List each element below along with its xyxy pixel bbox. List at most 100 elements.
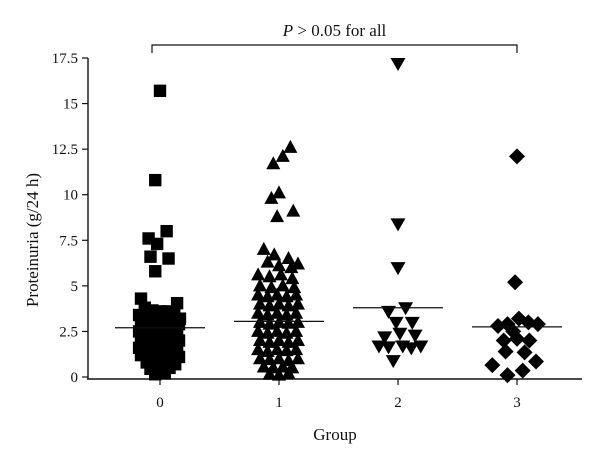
x-tick-label: 1 xyxy=(275,395,283,411)
data-point-group-2 xyxy=(398,302,414,316)
data-point-group-2 xyxy=(388,316,404,330)
data-point-group-1 xyxy=(272,185,286,199)
data-point-group-2 xyxy=(381,341,396,355)
data-point-group-1 xyxy=(289,323,304,337)
data-point-group-1 xyxy=(289,287,304,301)
data-point-group-0 xyxy=(149,173,162,187)
data-point-group-3 xyxy=(499,367,516,384)
y-tick-label: 10 xyxy=(63,188,78,204)
y-tick-label: 12.5 xyxy=(52,142,78,158)
data-point-group-2 xyxy=(407,329,423,343)
data-point-group-2 xyxy=(413,340,429,354)
data-point-group-1 xyxy=(291,351,305,365)
data-point-group-1 xyxy=(281,365,296,379)
data-point-group-0 xyxy=(153,84,167,98)
data-point-group-1 xyxy=(289,305,304,319)
data-point-group-1 xyxy=(284,260,299,274)
data-point-group-1 xyxy=(264,190,279,204)
data-point-group-1 xyxy=(270,209,285,223)
data-points xyxy=(132,57,546,384)
y-tick-label: 5 xyxy=(71,279,79,295)
y-tick-label: 17.5 xyxy=(52,51,78,67)
data-point-group-1 xyxy=(286,203,301,217)
y-tick-label: 0 xyxy=(71,370,79,386)
data-point-group-1 xyxy=(251,323,266,337)
data-point-group-0 xyxy=(149,368,162,381)
data-point-group-1 xyxy=(253,296,267,310)
data-point-group-1 xyxy=(256,241,271,255)
data-point-group-3 xyxy=(528,353,544,370)
data-point-group-1 xyxy=(281,315,296,329)
significance-annotation: P > 0.05 for all xyxy=(151,21,518,53)
data-point-group-1 xyxy=(283,139,298,153)
data-point-group-1 xyxy=(291,333,305,347)
data-point-group-1 xyxy=(272,296,286,310)
data-point-group-1 xyxy=(253,278,267,292)
data-point-group-1 xyxy=(251,267,266,281)
data-point-group-1 xyxy=(272,333,286,347)
x-tick-label: 3 xyxy=(513,395,521,411)
data-point-group-3 xyxy=(507,274,524,291)
data-point-group-1 xyxy=(291,256,305,270)
p-symbol: P xyxy=(282,21,293,40)
data-point-group-1 xyxy=(291,296,305,310)
data-point-group-2 xyxy=(390,218,406,232)
data-point-group-1 xyxy=(273,267,288,281)
data-point-group-1 xyxy=(267,247,282,261)
data-point-group-0 xyxy=(150,237,164,251)
y-tick-label: 7.5 xyxy=(59,233,78,249)
data-point-group-3 xyxy=(509,148,525,165)
data-point-group-1 xyxy=(251,287,266,301)
data-point-group-1 xyxy=(266,156,281,170)
data-point-group-0 xyxy=(149,265,162,278)
data-point-group-3 xyxy=(516,344,533,361)
data-point-group-2 xyxy=(377,331,393,345)
data-point-group-3 xyxy=(495,332,512,349)
data-point-group-2 xyxy=(385,355,401,369)
y-tick-label: 2.5 xyxy=(59,324,78,340)
data-point-group-1 xyxy=(270,323,285,337)
data-point-group-0 xyxy=(162,252,175,265)
data-point-group-0 xyxy=(144,250,157,263)
data-point-group-1 xyxy=(270,342,285,356)
data-point-group-2 xyxy=(381,305,396,319)
data-point-group-1 xyxy=(256,359,271,373)
x-axis-ticks: 0 1 2 3 xyxy=(156,379,521,411)
data-point-group-3 xyxy=(484,357,501,374)
x-axis-title: Group xyxy=(313,425,356,444)
data-point-group-1 xyxy=(289,342,304,356)
data-point-group-1 xyxy=(281,251,296,265)
data-point-group-1 xyxy=(279,343,294,357)
x-tick-label: 2 xyxy=(394,395,402,411)
data-point-group-1 xyxy=(275,148,290,162)
data-point-group-1 xyxy=(253,333,267,347)
median-lines xyxy=(115,307,562,329)
significance-text: P > 0.05 for all xyxy=(282,21,387,40)
data-point-group-1 xyxy=(251,305,266,319)
data-point-group-1 xyxy=(270,287,285,301)
data-point-group-1 xyxy=(275,278,290,292)
data-point-group-1 xyxy=(270,305,285,319)
data-point-group-3 xyxy=(509,330,525,347)
data-point-group-2 xyxy=(392,327,408,341)
data-point-group-1 xyxy=(272,258,286,272)
data-point-group-0 xyxy=(158,367,171,380)
data-point-group-2 xyxy=(404,316,420,330)
data-point-group-3 xyxy=(529,316,546,333)
data-point-group-1 xyxy=(260,254,275,268)
data-point-group-3 xyxy=(521,332,538,349)
y-tick-label: 15 xyxy=(63,97,78,113)
data-point-group-1 xyxy=(285,271,300,285)
data-point-group-1 xyxy=(251,342,266,356)
data-point-group-1 xyxy=(262,366,277,380)
data-point-group-1 xyxy=(287,280,302,294)
data-point-group-0 xyxy=(160,224,173,238)
data-point-group-0 xyxy=(163,332,176,345)
significance-bracket xyxy=(151,44,518,53)
x-tick-label: 0 xyxy=(156,395,164,411)
data-point-group-2 xyxy=(390,262,406,276)
p-value-text: > 0.05 for all xyxy=(293,21,386,40)
data-point-group-2 xyxy=(403,342,419,356)
data-point-group-3 xyxy=(514,362,531,379)
